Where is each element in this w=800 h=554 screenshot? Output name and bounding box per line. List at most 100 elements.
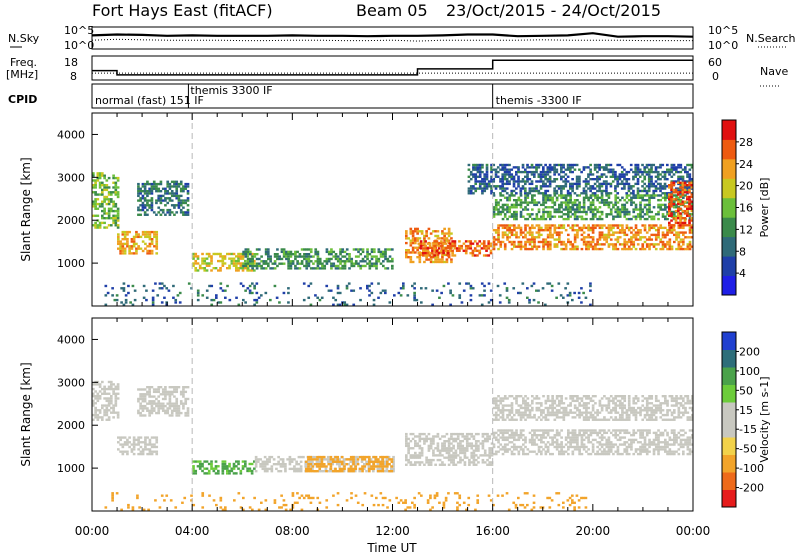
heatmap-cell <box>179 180 183 183</box>
heatmap-cell <box>449 244 452 248</box>
heatmap-cell <box>339 250 342 254</box>
heatmap-cell <box>596 170 599 174</box>
heatmap-cell <box>151 303 155 306</box>
heatmap-cell <box>388 301 392 304</box>
heatmap-cell <box>248 289 252 292</box>
heatmap-cell <box>146 245 149 248</box>
heatmap-cell <box>391 267 394 270</box>
heatmap-cell <box>558 445 561 449</box>
heatmap-cell <box>648 224 651 227</box>
heatmap-cell <box>623 243 627 246</box>
heatmap-cell <box>481 435 485 438</box>
heatmap-cell <box>501 431 505 435</box>
heatmap-cell <box>674 188 678 192</box>
heatmap-cell <box>594 245 597 248</box>
heatmap-cell <box>620 175 624 178</box>
heatmap-cell <box>235 264 238 267</box>
heatmap-cell <box>144 448 147 451</box>
heatmap-cell <box>143 185 147 188</box>
heatmap-cell <box>560 215 563 218</box>
heatmap-cell <box>94 416 97 419</box>
heatmap-cell <box>634 203 638 207</box>
heatmap-cell <box>564 196 568 199</box>
heatmap-cell <box>232 257 236 260</box>
heatmap-cell <box>96 399 100 403</box>
heatmap-cell <box>261 463 265 466</box>
heatmap-cell <box>632 189 635 193</box>
heatmap-cell <box>546 180 550 183</box>
heatmap-cell <box>161 390 165 394</box>
heatmap-cell <box>465 449 469 452</box>
heatmap-cell <box>241 255 245 258</box>
heatmap-cell <box>587 434 590 437</box>
heatmap-cell <box>573 199 577 202</box>
heatmap-cell <box>244 267 247 270</box>
heatmap-cell <box>688 173 692 176</box>
heatmap-cell <box>105 406 109 410</box>
heatmap-cell <box>392 458 395 461</box>
heatmap-cell <box>215 294 218 297</box>
heatmap-cell <box>614 245 618 248</box>
heatmap-cell <box>656 187 660 190</box>
heatmap-cell <box>668 226 672 230</box>
heatmap-cell <box>571 434 575 437</box>
heatmap-cell <box>526 247 530 251</box>
heatmap-cell <box>434 230 437 233</box>
heatmap-cell <box>533 429 536 432</box>
heatmap-cell <box>578 429 581 432</box>
heatmap-cell <box>549 247 552 251</box>
heatmap-cell <box>101 387 104 391</box>
heatmap-cell <box>121 252 125 255</box>
heatmap-cell <box>528 243 532 246</box>
heatmap-cell <box>636 168 640 171</box>
heatmap-cell <box>501 233 505 237</box>
heatmap-cell <box>508 173 511 176</box>
heatmap-cell <box>237 467 240 470</box>
heatmap-cell <box>634 175 638 178</box>
heatmap-cell <box>155 245 159 248</box>
heatmap-cell <box>330 250 333 254</box>
heatmap-cell <box>668 173 671 176</box>
heatmap-cell <box>168 182 172 186</box>
heatmap-cell <box>679 178 683 181</box>
heatmap-cell <box>549 194 552 197</box>
heatmap-cell <box>650 217 654 221</box>
heatmap-cell <box>600 443 604 446</box>
heatmap-cell <box>553 210 557 214</box>
heatmap-cell <box>470 461 474 464</box>
heatmap-cell <box>612 215 615 218</box>
heatmap-cell <box>600 233 604 237</box>
heatmap-cell <box>535 443 539 446</box>
heatmap-cell <box>530 180 534 183</box>
heatmap-cell <box>476 166 480 169</box>
heatmap-cell <box>679 181 682 184</box>
heatmap-cell <box>406 294 410 297</box>
heatmap-cell <box>679 238 683 241</box>
heatmap-cell <box>273 262 277 265</box>
heatmap-cell <box>598 187 601 190</box>
heatmap-cell <box>480 303 484 306</box>
heatmap-cell <box>494 199 498 202</box>
heatmap-cell <box>494 208 498 211</box>
heatmap-cell <box>427 444 431 448</box>
heatmap-cell <box>427 258 431 261</box>
heatmap-cell <box>598 436 602 439</box>
heatmap-cell <box>672 166 676 169</box>
heatmap-cell <box>438 296 441 299</box>
heatmap-cell <box>648 199 651 202</box>
heatmap-cell <box>589 282 592 285</box>
heatmap-cell <box>407 437 410 441</box>
heatmap-cell <box>428 254 432 257</box>
heatmap-cell <box>411 447 415 450</box>
heatmap-cell <box>591 201 595 204</box>
heatmap-cell <box>472 166 475 169</box>
heatmap-cell <box>682 238 685 241</box>
heatmap-cell <box>317 470 321 473</box>
heatmap-cell <box>309 267 313 270</box>
heatmap-cell <box>573 215 577 218</box>
heatmap-cell <box>582 429 586 432</box>
colorbar-tick-label: 24 <box>739 158 753 171</box>
heatmap-cell <box>155 445 159 449</box>
heatmap-cell <box>184 400 188 403</box>
heatmap-cell <box>302 298 306 302</box>
